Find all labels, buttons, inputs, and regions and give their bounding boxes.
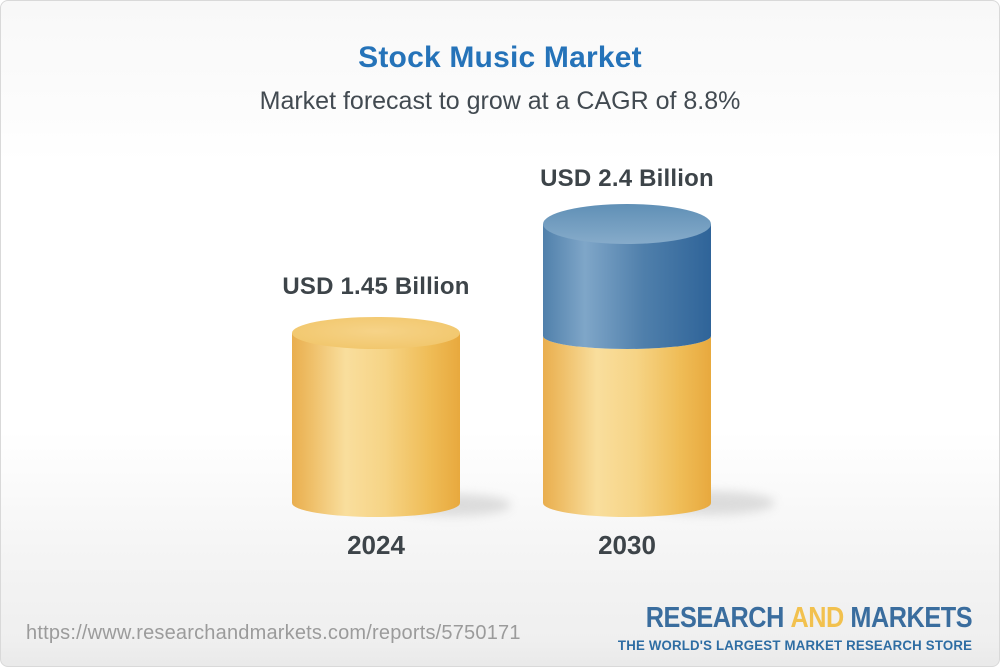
page-title: Stock Music Market <box>358 41 642 74</box>
value-label-2024: USD 1.45 Billion <box>282 273 470 300</box>
logo-word-research: RESEARCH <box>645 602 785 634</box>
logo-wordmark: RESEARCH AND MARKETS <box>645 602 973 635</box>
cylinder-2024 <box>292 317 460 517</box>
report-url: https://www.researchandmarkets.com/repor… <box>26 622 521 644</box>
cylinder-2030 <box>543 204 711 517</box>
logo-word-and: AND <box>790 602 844 634</box>
research-and-markets-logo: RESEARCH AND MARKETS THE WORLD'S LARGEST… <box>597 602 973 653</box>
axis-label-2024: 2024 <box>347 530 405 560</box>
cylinder-2030-top <box>543 204 711 244</box>
cylinder-2030-base-segment <box>543 336 711 517</box>
logo-tagline: THE WORLD'S LARGEST MARKET RESEARCH STOR… <box>617 638 972 653</box>
page-subtitle: Market forecast to grow at a CAGR of 8.8… <box>259 87 741 115</box>
cylinder-2030-growth-segment <box>543 224 711 349</box>
value-label-2030: USD 2.4 Billion <box>540 165 714 192</box>
axis-label-2030: 2030 <box>598 530 656 560</box>
logo-word-markets: MARKETS <box>850 602 972 634</box>
